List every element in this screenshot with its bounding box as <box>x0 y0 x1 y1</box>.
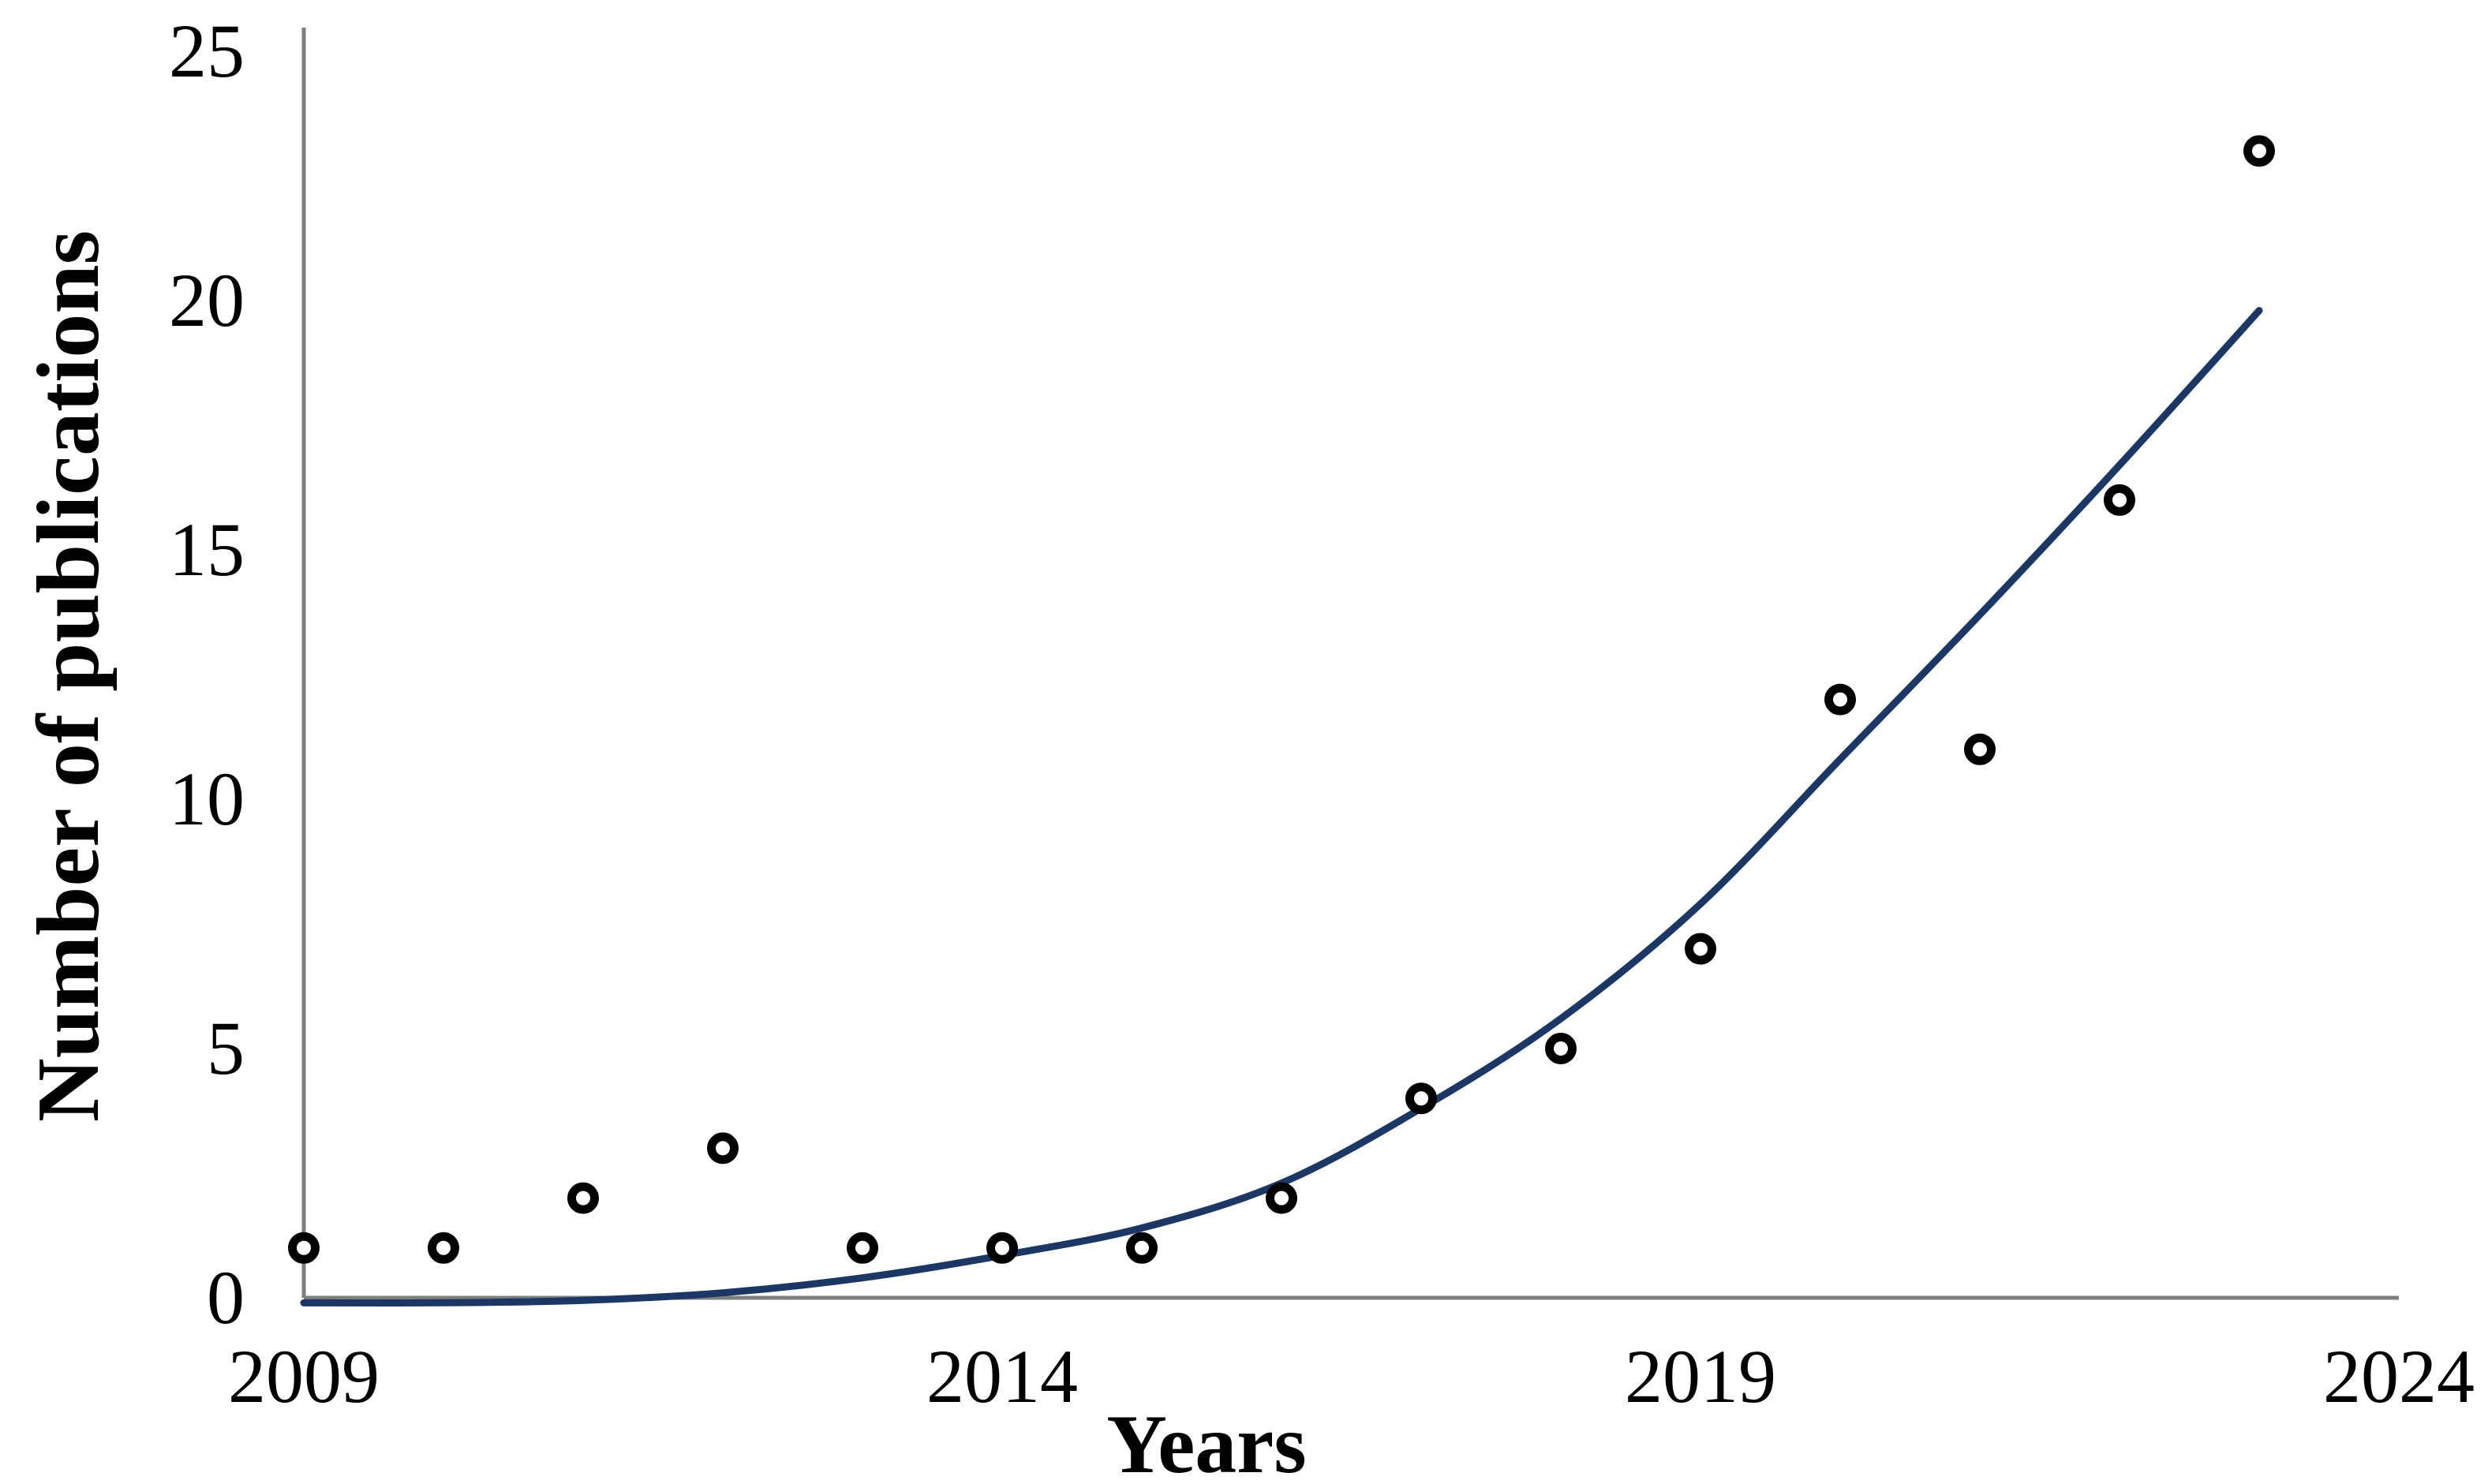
data-point-2017 <box>1405 1082 1437 1115</box>
y-tick-label-20: 20 <box>169 258 245 342</box>
data-point-2010 <box>428 1232 459 1264</box>
y-tick-label-25: 25 <box>169 9 245 93</box>
data-point-2016 <box>1266 1182 1297 1214</box>
data-point-2015 <box>1126 1232 1158 1264</box>
y-tick-label-10: 10 <box>169 757 245 841</box>
data-point-2011 <box>567 1182 599 1214</box>
data-point-2012 <box>707 1132 739 1164</box>
scatter-points <box>288 135 2275 1264</box>
data-point-2019 <box>1685 933 1716 965</box>
y-tick-label-5: 5 <box>207 1006 245 1090</box>
x-tick-label-2014: 2014 <box>926 1334 1078 1419</box>
data-point-2021 <box>1964 733 1996 765</box>
y-tick-label-0: 0 <box>207 1255 245 1340</box>
data-point-2014 <box>986 1232 1018 1264</box>
x-axis-title: Years <box>1106 1398 1307 1484</box>
data-point-2022 <box>2104 484 2135 516</box>
trend-line <box>300 307 2263 1307</box>
data-point-2020 <box>1824 683 1856 716</box>
x-tick-label-2019: 2019 <box>1625 1334 1776 1419</box>
x-tick-label-2009: 2009 <box>228 1334 380 1419</box>
y-tick-label-15: 15 <box>169 507 245 592</box>
y-axis-title: Number of publications <box>20 230 118 1123</box>
data-point-2023 <box>2243 135 2275 167</box>
x-tick-label-2024: 2024 <box>2323 1334 2475 1419</box>
data-point-2013 <box>847 1232 878 1264</box>
data-point-2009 <box>288 1232 320 1264</box>
data-point-2018 <box>1545 1033 1577 1064</box>
